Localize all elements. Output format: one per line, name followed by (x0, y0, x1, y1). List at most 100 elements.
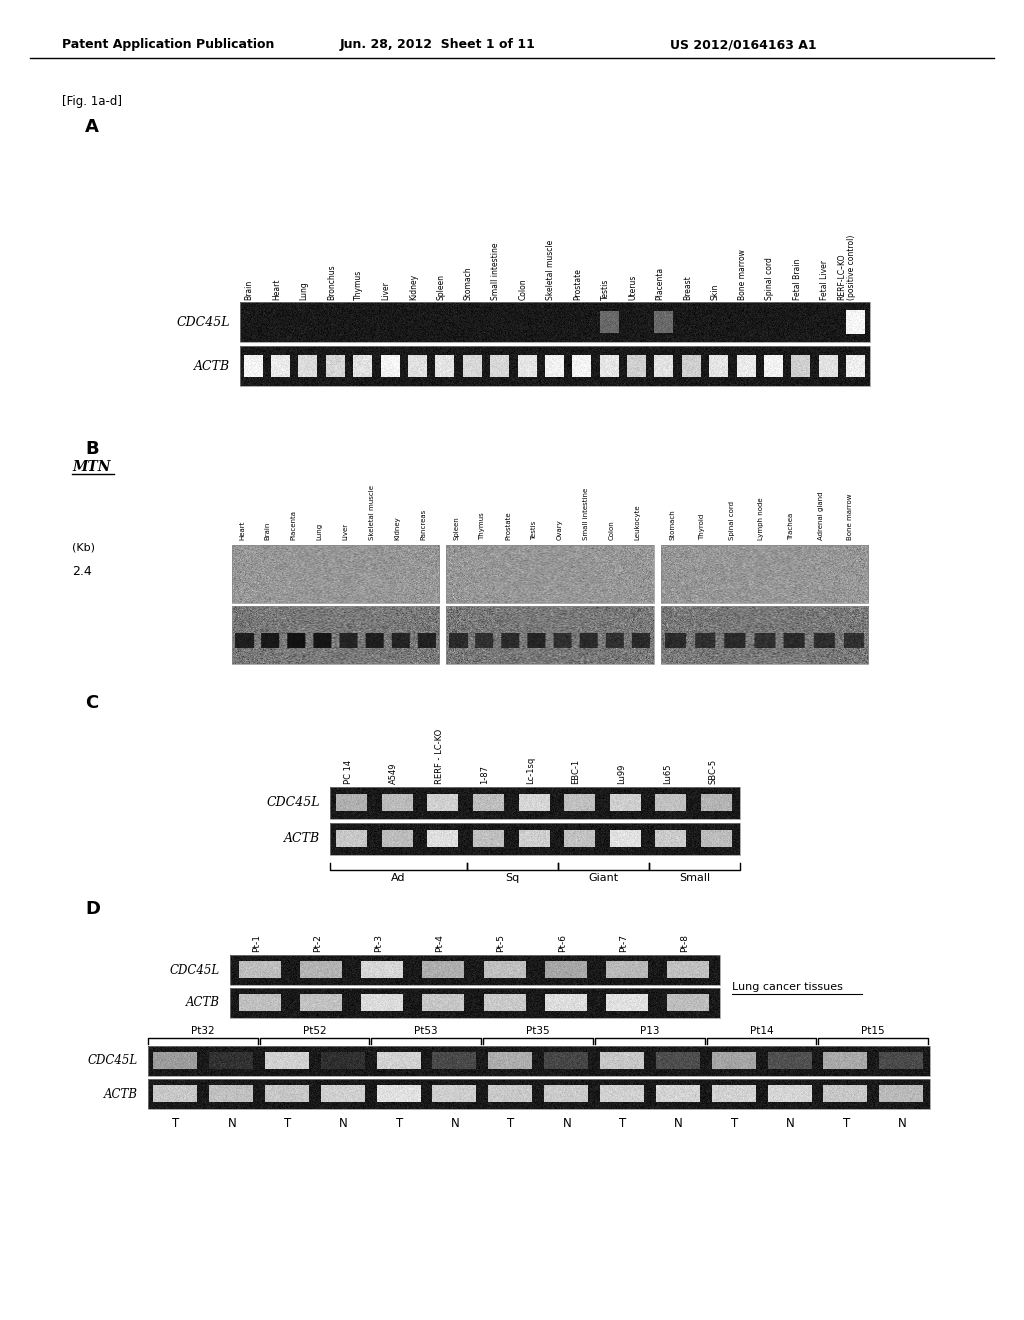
Text: Kidney: Kidney (394, 516, 400, 540)
Text: Heart: Heart (272, 279, 281, 300)
Text: Pt-7: Pt-7 (620, 935, 628, 952)
Text: EBC-1: EBC-1 (571, 759, 581, 784)
Text: C: C (85, 694, 98, 711)
Text: RERF-LC–KO
(positive control): RERF-LC–KO (positive control) (837, 235, 856, 300)
Text: Pt-6: Pt-6 (558, 935, 567, 952)
Text: Fetal Liver: Fetal Liver (820, 260, 828, 300)
Text: Heart: Heart (239, 520, 245, 540)
Text: Thymus: Thymus (479, 512, 485, 540)
Text: Liver: Liver (343, 523, 348, 540)
Text: A: A (85, 117, 99, 136)
Text: T: T (508, 1117, 515, 1130)
Text: Uterus: Uterus (628, 275, 637, 300)
Text: Pt15: Pt15 (861, 1026, 885, 1036)
Text: T: T (843, 1117, 850, 1130)
Text: Placenta: Placenta (655, 267, 665, 300)
Text: CDC45L: CDC45L (88, 1055, 138, 1068)
Text: Lung: Lung (299, 281, 308, 300)
Text: Breast: Breast (683, 276, 692, 300)
Text: Small: Small (679, 873, 710, 883)
Text: Ad: Ad (391, 873, 406, 883)
Text: Testis: Testis (601, 279, 609, 300)
Text: Sq: Sq (505, 873, 519, 883)
Bar (230, 987, 720, 1018)
Text: Stomach: Stomach (670, 510, 676, 540)
Text: CDC45L: CDC45L (266, 796, 319, 809)
Text: Pt-2: Pt-2 (313, 935, 322, 952)
Bar (240, 346, 870, 385)
Text: Patent Application Publication: Patent Application Publication (62, 38, 274, 51)
Text: Ovary: Ovary (557, 519, 563, 540)
Text: Adrenal gland: Adrenal gland (817, 491, 823, 540)
Text: N: N (339, 1117, 348, 1130)
Bar (330, 822, 740, 855)
Text: T: T (172, 1117, 179, 1130)
Text: Fetal Brain: Fetal Brain (793, 259, 802, 300)
Bar (446, 545, 653, 603)
Text: N: N (451, 1117, 460, 1130)
Text: Skin: Skin (711, 284, 719, 300)
Text: Pt32: Pt32 (191, 1026, 215, 1036)
Text: Skeletal muscle: Skeletal muscle (546, 240, 555, 300)
Text: Thyroid: Thyroid (699, 513, 706, 540)
Text: N: N (786, 1117, 795, 1130)
Bar (232, 545, 439, 603)
Text: Thymus: Thymus (354, 269, 364, 300)
Text: Pt-5: Pt-5 (497, 935, 506, 952)
Text: Pt52: Pt52 (303, 1026, 327, 1036)
Text: Pt-8: Pt-8 (680, 935, 689, 952)
Text: T: T (731, 1117, 738, 1130)
Text: Lymph node: Lymph node (759, 498, 764, 540)
Text: Pt35: Pt35 (526, 1026, 550, 1036)
Text: A549: A549 (389, 763, 398, 784)
Text: Skeletal muscle: Skeletal muscle (369, 484, 375, 540)
Text: ACTB: ACTB (284, 833, 319, 846)
Text: Pt53: Pt53 (415, 1026, 438, 1036)
Bar (240, 302, 870, 342)
Text: N: N (227, 1117, 237, 1130)
Text: B: B (85, 440, 98, 458)
Text: Lc-1sq: Lc-1sq (526, 756, 535, 784)
Bar (660, 545, 868, 603)
Text: Small intestine: Small intestine (492, 243, 500, 300)
Text: Placenta: Placenta (291, 510, 297, 540)
Text: [Fig. 1a-d]: [Fig. 1a-d] (62, 95, 122, 108)
Text: Bone marrow: Bone marrow (847, 494, 853, 540)
Text: N: N (674, 1117, 683, 1130)
Text: Spinal cord: Spinal cord (765, 257, 774, 300)
Text: N: N (898, 1117, 906, 1130)
Text: Brain: Brain (265, 521, 271, 540)
Bar (330, 787, 740, 818)
Text: Stomach: Stomach (464, 267, 473, 300)
Text: Liver: Liver (382, 281, 390, 300)
Text: Jun. 28, 2012  Sheet 1 of 11: Jun. 28, 2012 Sheet 1 of 11 (340, 38, 536, 51)
Text: RERF - LC-KO: RERF - LC-KO (435, 729, 443, 784)
Text: Trachea: Trachea (787, 512, 794, 540)
Text: Prostate: Prostate (573, 268, 583, 300)
Text: P13: P13 (640, 1026, 659, 1036)
Text: CDC45L: CDC45L (176, 315, 230, 329)
Text: Spleen: Spleen (436, 275, 445, 300)
Text: Lung: Lung (316, 523, 323, 540)
Text: Pancreas: Pancreas (421, 508, 426, 540)
Text: T: T (395, 1117, 403, 1130)
Text: 2.4: 2.4 (72, 565, 92, 578)
Text: Colon: Colon (518, 279, 527, 300)
Text: US 2012/0164163 A1: US 2012/0164163 A1 (670, 38, 816, 51)
Text: Pt-3: Pt-3 (374, 935, 383, 952)
Bar (232, 606, 439, 664)
Text: Lung cancer tissues: Lung cancer tissues (732, 982, 843, 991)
Text: ACTB: ACTB (194, 359, 230, 372)
Text: Kidney: Kidney (409, 273, 418, 300)
Text: T: T (284, 1117, 291, 1130)
Text: PC 14: PC 14 (344, 760, 353, 784)
Text: Brain: Brain (245, 280, 254, 300)
Bar (230, 954, 720, 985)
Text: Colon: Colon (609, 520, 614, 540)
Text: Pt14: Pt14 (750, 1026, 773, 1036)
Text: Leukocyte: Leukocyte (635, 504, 641, 540)
Text: MTN: MTN (72, 459, 111, 474)
Text: CDC45L: CDC45L (170, 964, 220, 977)
Bar (446, 606, 653, 664)
Bar (660, 606, 868, 664)
